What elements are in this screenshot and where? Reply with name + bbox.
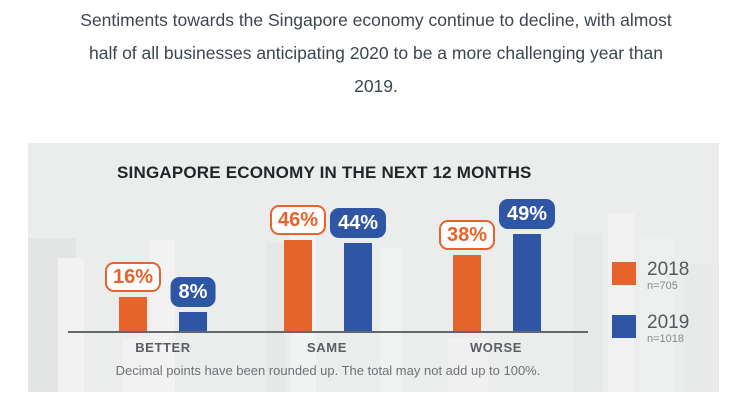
legend-item-2019: 2019 n=1018 xyxy=(612,313,689,346)
headline-line-2: half of all businesses anticipating 2020… xyxy=(89,43,663,63)
value-label-2019-same: 44% xyxy=(329,208,387,238)
legend-item-2018: 2018 n=705 xyxy=(612,260,689,293)
skyline-building xyxy=(608,213,634,392)
value-label-2019-worse: 49% xyxy=(498,199,556,229)
headline-line-1: Sentiments towards the Singapore economy… xyxy=(80,10,672,30)
bar-2019-better xyxy=(179,312,207,331)
category-label-worse: WORSE xyxy=(469,340,523,355)
bar-2018-same xyxy=(284,240,312,331)
bar-chart: 16% 8% 46% 44% 38% 49% BETTER SAME WORSE xyxy=(68,143,588,355)
skyline-building xyxy=(266,243,286,392)
headline-text: Sentiments towards the Singapore economy… xyxy=(26,4,726,103)
value-label-2018-worse: 38% xyxy=(438,220,496,250)
category-label-same: SAME xyxy=(307,340,347,355)
value-label-2018-same: 46% xyxy=(269,205,327,235)
chart-footnote: Decimal points have been rounded up. The… xyxy=(115,363,541,378)
bar-2019-same xyxy=(344,243,372,331)
x-axis-line xyxy=(68,331,588,333)
legend-swatch-2018 xyxy=(612,262,636,285)
chart-panel: SINGAPORE ECONOMY IN THE NEXT 12 MONTHS … xyxy=(28,143,719,392)
skyline-building xyxy=(58,258,84,392)
value-label-2018-better: 16% xyxy=(104,262,162,292)
legend-year-2018: 2018 xyxy=(647,259,690,280)
skyline-building xyxy=(683,263,719,392)
skyline-building xyxy=(573,233,603,392)
category-label-better: BETTER xyxy=(135,340,191,355)
chart-title: SINGAPORE ECONOMY IN THE NEXT 12 MONTHS xyxy=(117,163,532,182)
value-label-2019-better: 8% xyxy=(170,277,216,307)
bar-2018-worse xyxy=(453,255,481,331)
legend-year-2019: 2019 xyxy=(647,312,690,333)
skyline-building xyxy=(640,238,674,392)
skyline-building xyxy=(380,248,402,392)
headline-line-3: 2019. xyxy=(354,76,398,96)
legend-samplesize-2019: n=1018 xyxy=(647,333,685,345)
bar-2019-worse xyxy=(513,234,541,331)
legend-swatch-2019 xyxy=(612,315,636,338)
skyline-building xyxy=(123,338,158,392)
skyline-building xyxy=(448,338,488,392)
legend-samplesize-2018: n=705 xyxy=(647,280,678,292)
bar-2018-better xyxy=(119,297,147,331)
